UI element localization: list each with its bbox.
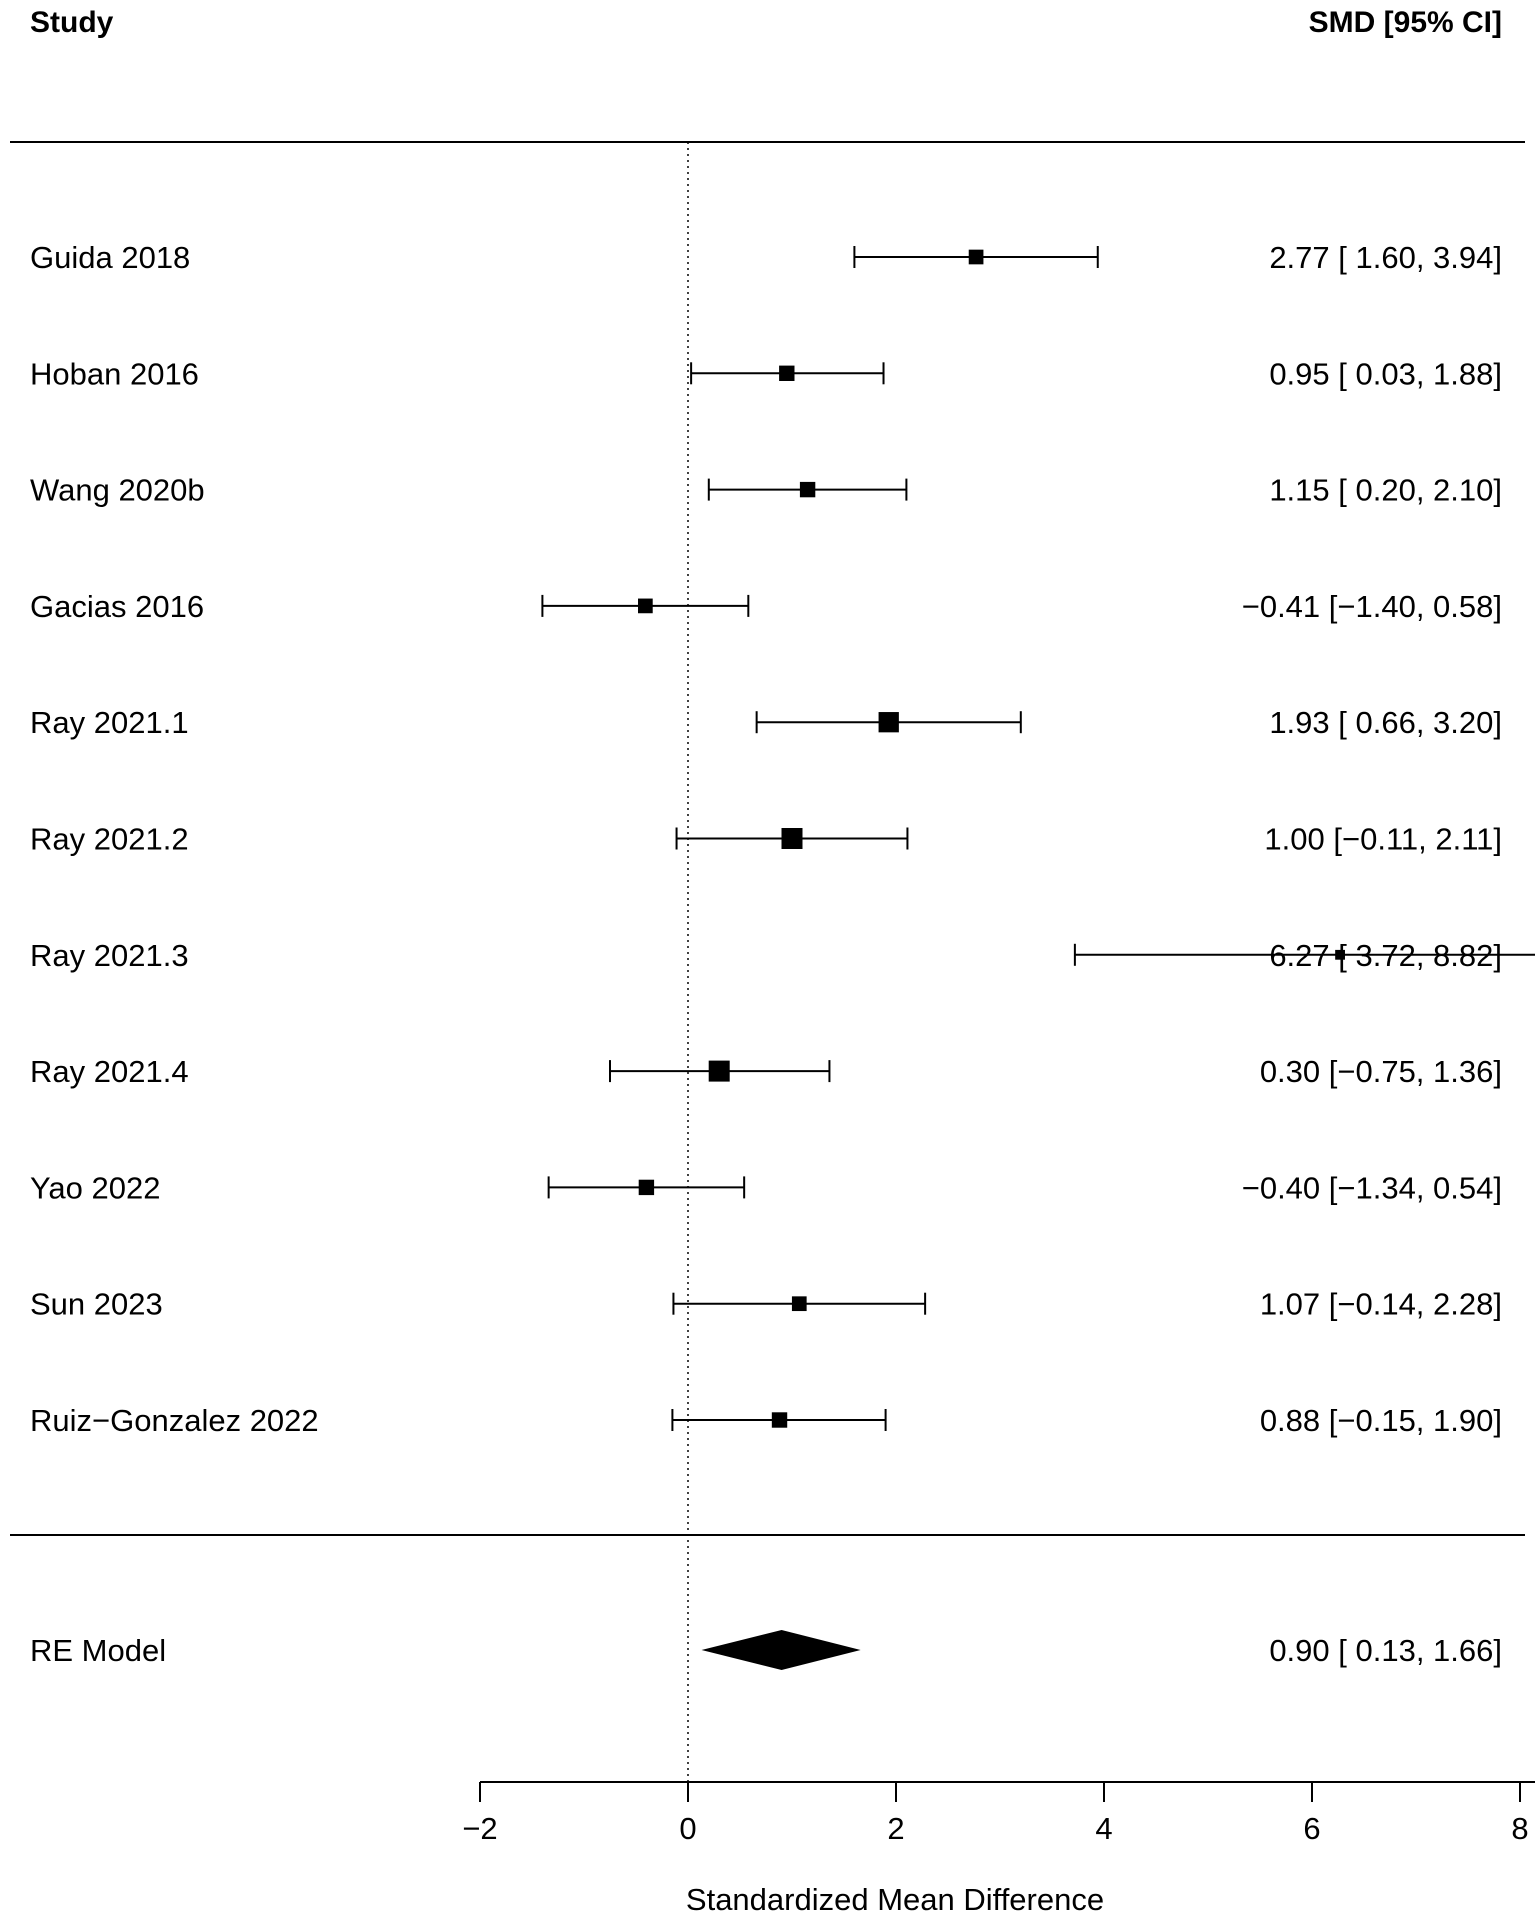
study-name: Ray 2021.3 (30, 938, 189, 973)
summary-diamond (701, 1630, 861, 1670)
point-estimate (781, 828, 803, 849)
study-name: Ray 2021.1 (30, 705, 189, 740)
study-estimate-label: 1.15 [ 0.20, 2.10] (1269, 473, 1502, 508)
study-row: Ray 2021.1 1.93 [ 0.66, 3.20] (30, 705, 1502, 740)
point-estimate (878, 712, 899, 733)
study-estimate-label: 2.77 [ 1.60, 3.94] (1269, 240, 1502, 275)
study-column-header: Study (30, 6, 114, 39)
summary-row: RE Model 0.90 [ 0.13, 1.66] (30, 1630, 1502, 1670)
study-name: Wang 2020b (30, 473, 205, 508)
study-estimate-label: 1.00 [−0.11, 2.11] (1264, 822, 1502, 857)
x-tick-label: 0 (679, 1811, 696, 1846)
study-estimate-label: 0.30 [−0.75, 1.36] (1260, 1054, 1502, 1089)
study-estimate-label: 0.88 [−0.15, 1.90] (1260, 1403, 1502, 1438)
x-tick-label: −2 (462, 1811, 497, 1846)
study-row: Ruiz−Gonzalez 2022 0.88 [−0.15, 1.90] (30, 1403, 1502, 1438)
x-axis-label: Standardized Mean Difference (686, 1882, 1104, 1917)
study-estimate-label: 1.93 [ 0.66, 3.20] (1269, 705, 1502, 740)
study-estimate-label: 0.95 [ 0.03, 1.88] (1269, 356, 1502, 391)
x-axis: −20246810 (462, 1781, 1535, 1846)
point-estimate (638, 1179, 655, 1196)
point-estimate (791, 1296, 807, 1312)
study-name: Sun 2023 (30, 1287, 163, 1322)
point-estimate (771, 1412, 788, 1428)
point-estimate (638, 598, 653, 614)
study-row: Ray 2021.4 0.30 [−0.75, 1.36] (30, 1054, 1502, 1089)
study-row: Ray 2021.3 6.27 [ 3.72, 8.82] (30, 938, 1535, 973)
point-estimate (708, 1060, 730, 1082)
study-name: Hoban 2016 (30, 356, 199, 391)
study-estimate-label: −0.40 [−1.34, 0.54] (1242, 1170, 1502, 1205)
x-tick-label: 2 (887, 1811, 904, 1846)
study-row: Gacias 2016 −0.41 [−1.40, 0.58] (30, 589, 1502, 624)
study-row: Sun 2023 1.07 [−0.14, 2.28] (30, 1287, 1502, 1322)
study-name: Gacias 2016 (30, 589, 204, 624)
study-estimate-label: −0.41 [−1.40, 0.58] (1242, 589, 1502, 624)
x-tick-label: 6 (1303, 1811, 1320, 1846)
estimate-column-header: SMD [95% CI] (1309, 6, 1502, 39)
x-tick-label: 4 (1095, 1811, 1112, 1846)
study-name: Guida 2018 (30, 240, 190, 275)
study-estimate-label: 1.07 [−0.14, 2.28] (1260, 1287, 1502, 1322)
study-rows: Guida 2018 2.77 [ 1.60, 3.94] Hoban 2016 0.… (30, 240, 1535, 1438)
study-name: Yao 2022 (30, 1170, 160, 1205)
point-estimate (779, 365, 795, 381)
study-name: Ray 2021.4 (30, 1054, 189, 1089)
study-name: Ruiz−Gonzalez 2022 (30, 1403, 319, 1438)
study-row: Wang 2020b 1.15 [ 0.20, 2.10] (30, 473, 1502, 508)
point-estimate (1335, 949, 1345, 960)
study-row: Hoban 2016 0.95 [ 0.03, 1.88] (30, 356, 1502, 391)
study-row: Guida 2018 2.77 [ 1.60, 3.94] (30, 240, 1502, 275)
study-name: Ray 2021.2 (30, 822, 189, 857)
study-row: Ray 2021.2 1.00 [−0.11, 2.11] (30, 822, 1502, 857)
summary-estimate-label: 0.90 [ 0.13, 1.66] (1269, 1633, 1502, 1668)
summary-name: RE Model (30, 1633, 166, 1668)
study-row: Yao 2022 −0.40 [−1.34, 0.54] (30, 1170, 1502, 1205)
point-estimate (799, 481, 816, 498)
point-estimate (968, 249, 984, 265)
x-tick-label: 8 (1511, 1811, 1528, 1846)
